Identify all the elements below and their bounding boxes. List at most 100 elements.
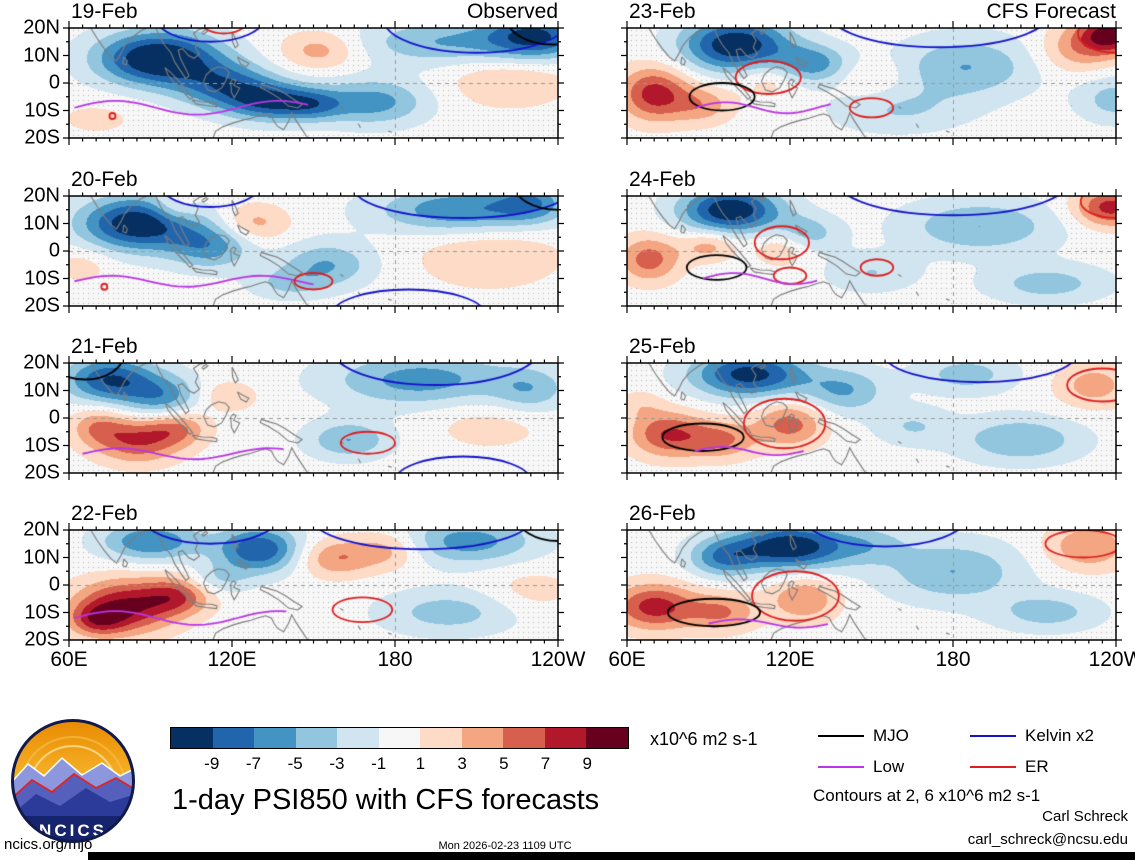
panel-date-label: 26-Feb (629, 502, 696, 525)
logo-ridge-white (13, 756, 133, 785)
legend-item-mjo: MJO (818, 726, 970, 746)
colorbar-cell (337, 728, 379, 748)
colorbar-cell (461, 728, 504, 748)
panel-date-label: 20-Feb (71, 168, 138, 191)
legend-label-low: Low (873, 757, 905, 776)
legend-line-kelvin (970, 735, 1016, 737)
column-title-observed: Observed (466, 0, 558, 23)
logo-text: NCICS (39, 821, 107, 840)
panel-axes (621, 523, 1122, 647)
map-panel-25-Feb: 25-Feb (621, 335, 1122, 480)
lat-tick-label: 10S (24, 601, 60, 623)
map-canvas-23-Feb (627, 28, 1116, 138)
panel-axes (621, 356, 1122, 480)
map-canvas-19-Feb (69, 28, 558, 138)
map-panel-22-Feb: 22-Feb 20N 10N 0 10S 20S 60E 120E 180 120W (23, 502, 585, 671)
legend-line-mjo (818, 735, 864, 737)
colorbar-tick-label: -9 (204, 754, 220, 773)
lat-tick-label: 10S (24, 267, 60, 289)
lon-tick-label: 180 (935, 648, 971, 671)
map-canvas-21-Feb (69, 363, 558, 473)
lat-tick-label: 0 (48, 239, 60, 262)
legend-item-er: ER (970, 757, 1135, 777)
lat-tick-label: 20S (24, 294, 60, 317)
colorbar-cell (544, 728, 587, 748)
colorbar-cell (171, 728, 213, 748)
lat-tick-label: 10S (24, 99, 60, 121)
lon-tick-label: 180 (377, 648, 413, 671)
colorbar-cell (295, 728, 338, 748)
lon-tick-label: 120E (765, 648, 815, 671)
contour-note: Contours at 2, 6 x10^6 m2 s-1 (813, 786, 1041, 805)
lat-tick-label: 10N (23, 212, 60, 234)
panel-date-label: 21-Feb (71, 335, 138, 358)
panel-axes (621, 21, 1122, 145)
logo-ridge-red (13, 772, 133, 801)
lat-tick-label: 20S (24, 628, 60, 651)
colorbar-cell (503, 728, 545, 748)
map-canvas-26-Feb (627, 530, 1116, 640)
panel-axes (63, 523, 564, 647)
figure-title: 1-day PSI850 with CFS forecasts (172, 784, 600, 816)
colorbar-tick-label: 1 (415, 754, 426, 773)
map-panel-24-Feb: 24-Feb (621, 168, 1122, 313)
legend-label-kelvin: Kelvin x2 (1025, 726, 1094, 745)
map-panel-19-Feb: 19-Feb Observed 20N 10N 0 10S 20S (23, 0, 564, 149)
colorbar-tick-label: 5 (499, 754, 509, 773)
map-panel-26-Feb: 26-Feb 60E 120E 180 120W (608, 502, 1135, 671)
panel-date-label: 25-Feb (629, 335, 696, 358)
wave-legend: MJO Kelvin x2 Low ER (818, 726, 1135, 777)
map-panel-20-Feb: 20-Feb 20N 10N 0 10S 20S (23, 168, 564, 317)
lat-tick-label: 20S (24, 461, 60, 484)
legend-label-mjo: MJO (873, 726, 909, 745)
panel-date-label: 23-Feb (629, 0, 696, 23)
legend-label-er: ER (1025, 757, 1049, 776)
lon-tick-label: 120W (1088, 648, 1135, 671)
colorbar (170, 727, 629, 749)
colorbar-cell (378, 728, 421, 748)
map-panel-21-Feb: 21-Feb 20N 10N 0 10S 20S (23, 335, 564, 484)
lat-tick-label: 20N (23, 16, 60, 39)
colorbar-cell (420, 728, 462, 748)
panel-axes (63, 356, 564, 480)
panel-date-label: 24-Feb (629, 168, 696, 191)
credit-email: carl_schreck@ncsu.edu (967, 831, 1128, 848)
colorbar-tick-label: -3 (329, 754, 345, 773)
legend-line-low (818, 766, 864, 768)
lat-tick-label: 10N (23, 546, 60, 568)
panel-date-label: 19-Feb (71, 0, 138, 23)
credit-name: Carl Schreck (1042, 808, 1128, 825)
panel-axes (63, 189, 564, 313)
colorbar-cell (586, 728, 629, 748)
legend-item-low: Low (818, 757, 970, 777)
bottom-bar (88, 852, 1135, 860)
map-canvas-22-Feb (69, 530, 558, 640)
colorbar-tick-label: 9 (582, 754, 592, 773)
colorbar-tick-label: 7 (540, 754, 551, 773)
map-canvas-24-Feb (627, 196, 1116, 306)
colorbar-tick-label: -1 (371, 754, 387, 773)
lat-tick-label: 0 (48, 406, 60, 429)
panel-axes (63, 21, 564, 145)
lat-tick-label: 20N (23, 518, 60, 541)
colorbar-tick-label: -5 (287, 754, 303, 773)
colorbar-cell (254, 728, 296, 748)
ncics-logo: NCICS (11, 719, 135, 843)
lat-tick-label: 10N (23, 379, 60, 401)
generation-timestamp: Mon 2026-02-23 1109 UTC (438, 840, 572, 852)
map-canvas-20-Feb (69, 196, 558, 306)
lon-tick-label: 60E (608, 648, 646, 671)
legend-line-er (970, 766, 1016, 768)
column-title-forecast: CFS Forecast (986, 0, 1116, 23)
lon-tick-label: 120E (207, 648, 257, 671)
lat-tick-label: 20S (24, 126, 60, 149)
lon-tick-label: 120W (530, 648, 586, 671)
panel-date-label: 22-Feb (71, 502, 138, 525)
colorbar-tick-label: 3 (457, 754, 467, 773)
map-canvas-25-Feb (627, 363, 1116, 473)
lat-tick-label: 0 (48, 71, 60, 94)
colorbar-units-label: x10^6 m2 s-1 (650, 729, 758, 749)
lat-tick-label: 10S (24, 434, 60, 456)
colorbar-cell (212, 728, 255, 748)
